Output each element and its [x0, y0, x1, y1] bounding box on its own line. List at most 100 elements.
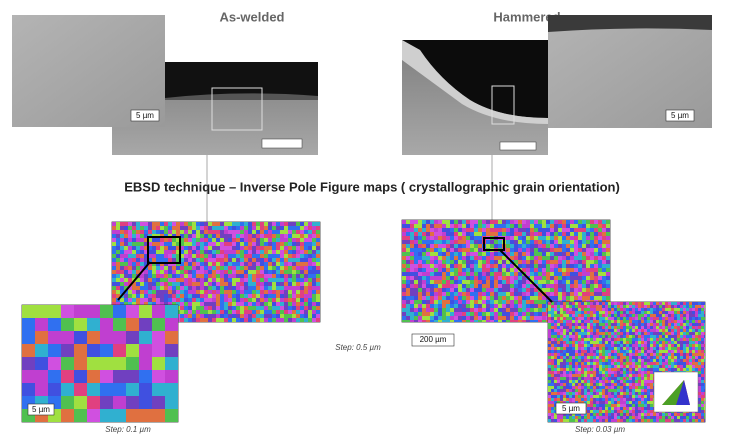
grain: [300, 230, 304, 234]
grain: [188, 242, 192, 246]
grain: [623, 377, 626, 380]
grain: [606, 224, 610, 228]
grain: [704, 329, 705, 332]
grain: [168, 258, 172, 262]
grain: [644, 419, 647, 422]
grain: [692, 341, 695, 344]
grain: [434, 236, 438, 240]
grain: [292, 306, 296, 310]
grain: [686, 305, 689, 308]
grain: [224, 298, 228, 302]
grain: [593, 359, 596, 362]
grain: [224, 306, 228, 310]
grain: [611, 404, 614, 407]
grain: [276, 282, 280, 286]
grain: [140, 282, 144, 286]
grain: [160, 274, 164, 278]
grain: [458, 308, 462, 312]
grain: [566, 248, 570, 252]
grain: [192, 290, 196, 294]
grain: [638, 320, 641, 323]
grain: [498, 256, 502, 260]
grain: [656, 317, 659, 320]
grain: [701, 365, 704, 368]
grain: [566, 365, 569, 368]
grain: [574, 296, 578, 300]
grain: [548, 398, 551, 401]
grain: [224, 234, 228, 238]
grain: [560, 329, 563, 332]
grain: [410, 236, 414, 240]
grain: [635, 344, 638, 347]
grain: [148, 274, 152, 278]
grain: [674, 311, 677, 314]
grain: [208, 270, 212, 274]
grain: [569, 305, 572, 308]
grain: [422, 312, 426, 316]
grain: [572, 368, 575, 371]
grain: [599, 323, 602, 326]
grain: [614, 341, 617, 344]
grain: [602, 236, 606, 240]
grain: [470, 316, 474, 320]
grain: [454, 308, 458, 312]
grain: [204, 226, 208, 230]
grain: [632, 386, 635, 389]
grain: [426, 228, 430, 232]
grain: [563, 335, 566, 338]
grain: [590, 288, 594, 292]
grain: [139, 409, 152, 422]
grain: [566, 347, 569, 350]
grain: [196, 242, 200, 246]
grain: [608, 413, 611, 416]
grain: [659, 365, 662, 368]
grain: [689, 419, 692, 422]
grain: [522, 260, 526, 264]
grain: [665, 323, 668, 326]
grain: [575, 350, 578, 353]
grain: [438, 276, 442, 280]
grain: [458, 312, 462, 316]
grain: [554, 341, 557, 344]
grain: [671, 341, 674, 344]
grain: [587, 401, 590, 404]
grain: [594, 248, 598, 252]
grain: [180, 306, 184, 310]
grain: [538, 300, 542, 304]
grain: [647, 338, 650, 341]
grain: [48, 383, 61, 396]
grain: [575, 380, 578, 383]
grain: [220, 242, 224, 246]
grain: [486, 224, 490, 228]
grain: [410, 252, 414, 256]
grain: [478, 244, 482, 248]
grain: [228, 266, 232, 270]
grain: [704, 305, 705, 308]
grain: [665, 320, 668, 323]
grain: [406, 272, 410, 276]
grain: [548, 317, 551, 320]
grain: [570, 280, 574, 284]
grain: [638, 359, 641, 362]
grain: [538, 252, 542, 256]
grain: [192, 302, 196, 306]
grain: [402, 248, 406, 252]
grain: [590, 276, 594, 280]
grain: [61, 305, 74, 318]
grain: [482, 276, 486, 280]
grain: [252, 238, 256, 242]
grain: [426, 288, 430, 292]
grain: [410, 316, 414, 320]
grain: [300, 298, 304, 302]
grain: [578, 353, 581, 356]
grain: [656, 350, 659, 353]
grain: [494, 292, 498, 296]
grain: [626, 389, 629, 392]
grain: [581, 347, 584, 350]
grain: [164, 278, 168, 282]
grain: [446, 240, 450, 244]
grain: [560, 395, 563, 398]
grain: [683, 308, 686, 311]
grain: [172, 250, 176, 254]
grain: [514, 248, 518, 252]
